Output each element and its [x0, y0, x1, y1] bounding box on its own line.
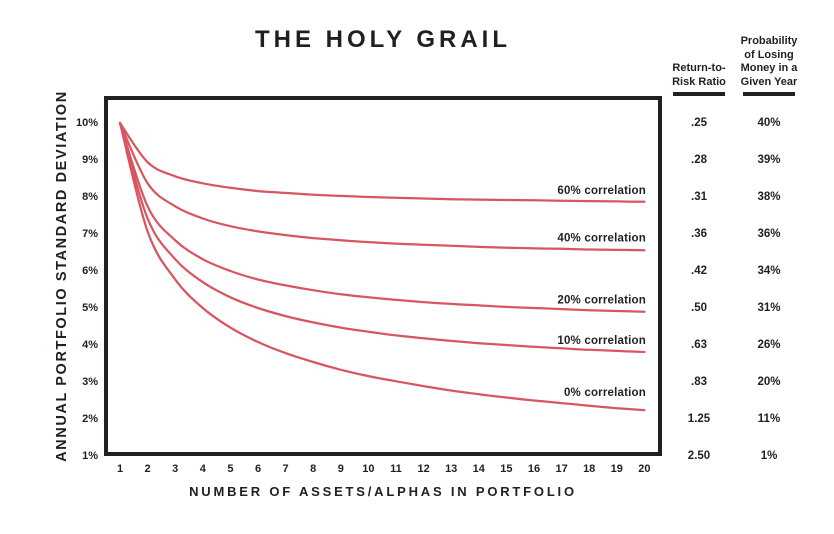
table-header-rule: [673, 92, 725, 96]
table-header-line: Risk Ratio: [672, 75, 726, 88]
table-header-line: Probability: [740, 35, 798, 47]
curve-40-correlationline: [118, 121, 646, 252]
table-header-rule: [743, 92, 795, 96]
x-tick-label: 12: [417, 463, 430, 475]
x-tick-label: 3: [172, 463, 179, 475]
table-value: 31%: [757, 302, 781, 314]
x-tick-label: 7: [282, 463, 289, 475]
table-header-line: of Losing: [744, 48, 794, 61]
x-tick-label: 2: [144, 463, 151, 475]
x-tick-label: 18: [583, 463, 596, 475]
curve-10-correlationline: [118, 121, 646, 354]
y-tick-label: 4%: [82, 339, 98, 351]
table-value: .50: [691, 302, 707, 314]
x-tick-label: 11: [390, 463, 402, 475]
x-tick-label: 8: [310, 463, 317, 475]
x-tick-label: 16: [527, 463, 541, 475]
table-column-header: Return-to- Risk Ratio: [657, 62, 741, 89]
y-tick-label: 8%: [82, 191, 98, 203]
x-tick-label: 17: [555, 463, 568, 475]
curve-60-correlationline: [118, 121, 646, 203]
curve-label: 10% correlation: [557, 335, 646, 347]
curve-20-correlationline: [118, 121, 646, 313]
table-value: .63: [691, 339, 707, 351]
table-value: 1%: [760, 450, 778, 462]
table-value: 20%: [757, 376, 781, 388]
y-tick-label: 6%: [82, 265, 98, 277]
x-tick-label: 4: [199, 463, 206, 475]
x-tick-label: 13: [445, 463, 458, 475]
y-tick-label: 1%: [82, 450, 98, 462]
table-value: 1.25: [687, 413, 711, 425]
table-value: 39%: [757, 154, 781, 166]
table-value: 38%: [757, 191, 781, 203]
x-tick-label: 9: [337, 463, 344, 475]
curve-label: 60% correlation: [557, 185, 646, 197]
curve-label: 20% correlation: [557, 295, 646, 307]
x-tick-label: 10: [362, 463, 375, 475]
x-tick-label: 14: [472, 463, 485, 475]
x-tick-label: 1: [116, 463, 124, 475]
table-value: .42: [691, 265, 707, 277]
chart-plot-area: 60% correlation 40% correlation 20% correl…: [104, 96, 662, 456]
table-value: 36%: [757, 228, 781, 240]
curve-0-correlationline: [118, 121, 646, 412]
table-value: 34%: [757, 265, 781, 277]
table-value: .83: [691, 376, 707, 388]
curves-canvas: 60% correlation 40% correlation 20% correl…: [118, 121, 646, 412]
table-value: .31: [691, 191, 707, 203]
table-header-line: Money in a: [740, 62, 798, 74]
curve-label: 0% correlation: [564, 387, 646, 399]
x-tick-label: 20: [638, 463, 651, 475]
y-tick-label: 2%: [82, 413, 98, 425]
table-value: 2.50: [687, 450, 711, 462]
table-value: .28: [691, 154, 707, 166]
table-value: 26%: [757, 339, 781, 351]
y-tick-label: 10%: [75, 117, 98, 129]
table-column-header: Probability of Losing Money in a Given Year: [727, 35, 811, 89]
y-tick-label: 9%: [82, 154, 98, 166]
table-header-line: Return-to-: [672, 62, 726, 74]
table-value: .36: [691, 228, 707, 240]
x-tick-label: 19: [610, 463, 623, 475]
curve-label: 40% correlation: [557, 232, 646, 244]
table-value: .25: [691, 117, 707, 129]
y-tick-label: 5%: [82, 302, 98, 314]
page-title: THE HOLY GRAIL: [254, 26, 512, 53]
table-value: 11%: [757, 413, 781, 425]
x-tick-label: 5: [227, 463, 234, 475]
y-tick-label: 3%: [82, 376, 98, 388]
x-axis-title: NUMBER OF ASSETS/ALPHAS IN PORTFOLIO: [189, 484, 577, 499]
x-tick-label: 15: [500, 463, 513, 475]
table-value: 40%: [757, 117, 781, 129]
y-tick-label: 7%: [82, 228, 98, 240]
x-tick-label: 6: [254, 463, 262, 475]
table-header-line: Given Year: [740, 75, 798, 88]
